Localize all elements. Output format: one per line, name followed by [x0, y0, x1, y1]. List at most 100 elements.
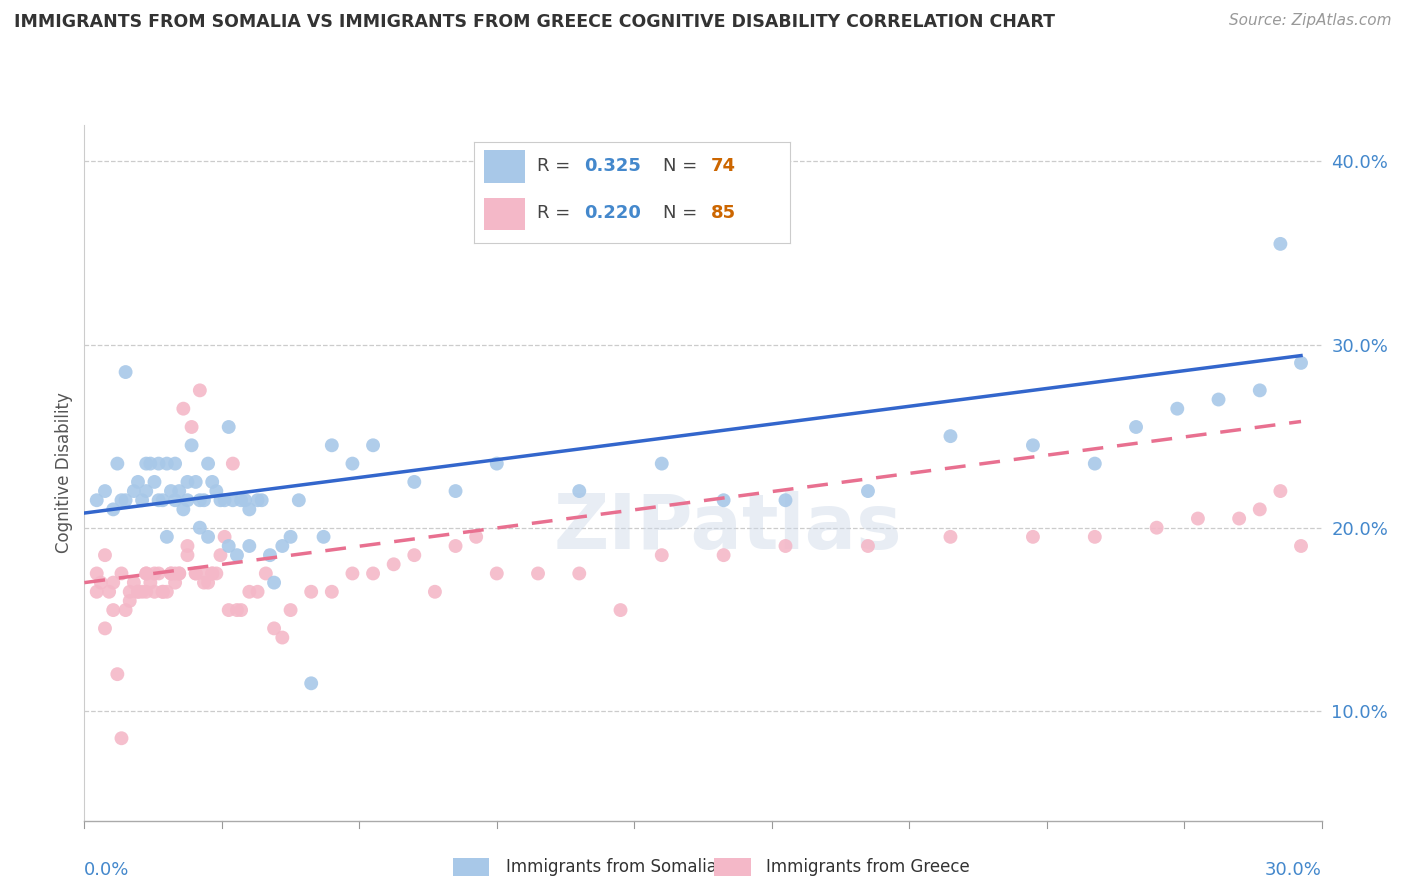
Point: [176, 539, 198, 553]
Point: [382, 558, 405, 572]
Point: [86, 584, 108, 599]
Point: [172, 502, 194, 516]
Point: [152, 493, 174, 508]
Point: [103, 502, 125, 516]
Point: [218, 603, 240, 617]
Point: [201, 475, 224, 489]
Point: [342, 566, 364, 581]
Point: [167, 566, 190, 581]
Point: [105, 457, 128, 471]
Point: [139, 457, 162, 471]
Point: [263, 575, 285, 590]
Point: [527, 566, 550, 581]
Point: [423, 584, 446, 599]
Point: [127, 584, 149, 599]
Point: [188, 521, 211, 535]
Point: [90, 575, 112, 590]
Point: [167, 566, 190, 581]
Point: [94, 621, 117, 635]
Point: [299, 676, 322, 690]
Y-axis label: Cognitive Disability: Cognitive Disability: [55, 392, 73, 553]
Point: [114, 603, 136, 617]
Point: [288, 493, 311, 508]
Point: [218, 539, 240, 553]
Point: [209, 493, 232, 508]
Point: [114, 365, 136, 379]
Point: [299, 584, 322, 599]
Point: [114, 493, 136, 508]
Point: [205, 484, 228, 499]
Point: [939, 429, 962, 443]
Point: [135, 566, 157, 581]
Point: [271, 539, 294, 553]
Point: [143, 584, 166, 599]
Point: [609, 603, 631, 617]
Point: [165, 566, 187, 581]
Point: [1084, 530, 1107, 544]
Point: [148, 493, 170, 508]
Point: [143, 475, 166, 489]
Point: [160, 566, 183, 581]
Point: [110, 493, 132, 508]
Point: [444, 539, 467, 553]
Point: [135, 484, 157, 499]
Text: Immigrants from Greece: Immigrants from Greece: [766, 858, 970, 876]
Point: [1187, 511, 1209, 525]
Point: [94, 548, 117, 562]
Point: [135, 566, 157, 581]
Point: [148, 566, 170, 581]
Point: [280, 603, 302, 617]
Point: [775, 493, 797, 508]
Point: [197, 530, 219, 544]
Point: [188, 384, 211, 398]
Point: [713, 493, 735, 508]
Point: [1227, 511, 1250, 525]
Point: [280, 530, 302, 544]
Point: [105, 667, 128, 681]
Point: [271, 631, 294, 645]
Point: [156, 457, 179, 471]
Text: 0.0%: 0.0%: [84, 861, 129, 879]
Point: [238, 584, 260, 599]
Point: [1289, 356, 1312, 370]
Point: [651, 548, 673, 562]
Point: [856, 484, 879, 499]
Point: [342, 457, 364, 471]
Point: [238, 539, 260, 553]
Point: [184, 566, 207, 581]
Point: [1270, 236, 1292, 251]
Point: [172, 401, 194, 416]
Point: [176, 548, 198, 562]
Point: [404, 548, 426, 562]
Point: [222, 457, 245, 471]
Point: [1208, 392, 1230, 407]
Point: [246, 584, 269, 599]
Point: [465, 530, 488, 544]
Point: [321, 438, 343, 452]
Point: [1084, 457, 1107, 471]
Point: [713, 548, 735, 562]
Point: [218, 420, 240, 434]
Point: [229, 493, 252, 508]
Point: [222, 493, 245, 508]
Point: [361, 566, 384, 581]
Point: [86, 566, 108, 581]
Point: [86, 493, 108, 508]
Point: [139, 575, 162, 590]
Point: [259, 548, 281, 562]
Text: ZIPatlas: ZIPatlas: [554, 491, 903, 566]
Point: [127, 584, 149, 599]
Point: [939, 530, 962, 544]
Point: [135, 457, 157, 471]
Point: [1289, 539, 1312, 553]
Point: [1249, 384, 1271, 398]
Text: Immigrants from Somalia: Immigrants from Somalia: [506, 858, 717, 876]
Point: [226, 548, 249, 562]
Point: [94, 484, 117, 499]
Point: [122, 575, 145, 590]
Text: 30.0%: 30.0%: [1265, 861, 1322, 879]
Text: Source: ZipAtlas.com: Source: ZipAtlas.com: [1229, 13, 1392, 29]
Point: [135, 584, 157, 599]
Point: [1146, 521, 1168, 535]
Point: [197, 575, 219, 590]
